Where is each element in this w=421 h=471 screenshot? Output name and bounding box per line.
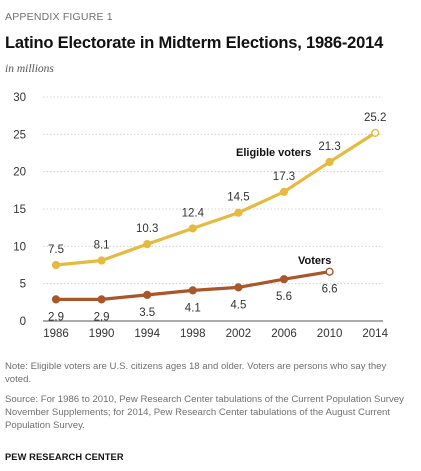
data-label: 2.9 xyxy=(48,311,64,323)
data-labels: 7.5 8.1 10.3 12.4 14.5 17.3 21.3 25.2 2.9 2.9 3.5 4… xyxy=(48,112,386,324)
units-label: in millions xyxy=(5,63,54,75)
data-point xyxy=(97,256,106,265)
data-point xyxy=(234,208,243,217)
y-tick-label: 30 xyxy=(13,92,26,104)
data-point xyxy=(188,224,197,233)
brand-name: PEW RESEARCH CENTER xyxy=(5,452,124,462)
data-point xyxy=(143,290,152,299)
appendix-label: APPENDIX FIGURE 1 xyxy=(5,11,113,23)
data-point xyxy=(325,157,334,167)
y-tick-label: 25 xyxy=(13,129,26,141)
data-label: 10.3 xyxy=(136,223,158,235)
data-label: 17.3 xyxy=(273,171,295,183)
data-label: 21.3 xyxy=(318,141,340,153)
series-label-voters: Voters xyxy=(298,255,331,267)
data-label: 14.5 xyxy=(227,192,249,204)
data-label: 4.5 xyxy=(230,299,246,311)
series-points xyxy=(51,128,380,304)
data-label: 7.5 xyxy=(48,244,64,256)
data-label: 3.5 xyxy=(139,307,155,319)
x-tick-label: 2014 xyxy=(362,328,388,340)
x-tick-label: 2006 xyxy=(271,328,297,340)
data-label: 12.4 xyxy=(182,207,205,219)
data-point xyxy=(371,128,380,137)
x-tick-label: 1998 xyxy=(180,328,206,340)
series-line-eligible-voters xyxy=(54,131,377,267)
y-axis-ticks: 0 5 10 15 20 25 30 xyxy=(13,92,26,328)
data-point xyxy=(279,187,289,196)
data-label: 5.6 xyxy=(276,291,292,303)
data-point xyxy=(188,286,197,295)
series-label-eligible-voters: Eligible voters xyxy=(236,147,311,159)
chart-source: Source: For 1986 to 2010, Pew Research C… xyxy=(5,394,404,431)
y-tick-label: 20 xyxy=(13,167,26,179)
y-tick-label: 15 xyxy=(13,204,26,216)
gridlines xyxy=(43,96,383,322)
y-tick-label: 0 xyxy=(20,316,26,328)
data-point xyxy=(279,275,289,284)
chart-title: Latino Electorate in Midterm Elections, … xyxy=(5,34,384,52)
data-label: 8.1 xyxy=(94,240,110,252)
data-label: 25.2 xyxy=(364,112,386,124)
chart-note: Note: Eligible voters are U.S. citizens … xyxy=(5,361,387,385)
data-label: 6.6 xyxy=(322,284,338,296)
y-tick-label: 10 xyxy=(13,241,26,253)
data-point xyxy=(234,283,243,292)
data-point xyxy=(51,260,61,270)
data-point xyxy=(97,295,106,304)
x-tick-label: 2002 xyxy=(226,328,252,340)
data-point xyxy=(143,239,152,249)
data-point xyxy=(325,267,334,276)
data-label: 4.1 xyxy=(185,302,201,314)
x-tick-label: 1990 xyxy=(89,328,115,340)
x-tick-label: 1986 xyxy=(43,328,69,340)
series-labels: Eligible voters Voters xyxy=(236,147,331,267)
line-chart: 0 5 10 15 20 25 30 1986 1990 1994 1998 2002 2006 201… xyxy=(13,92,388,340)
x-tick-label: 1994 xyxy=(134,328,160,340)
y-tick-label: 5 xyxy=(20,279,26,291)
x-axis-ticks: 1986 1990 1994 1998 2002 2006 2010 2014 xyxy=(43,328,388,340)
data-point xyxy=(51,295,61,304)
data-label: 2.9 xyxy=(94,311,110,323)
x-tick-label: 2010 xyxy=(317,328,343,340)
